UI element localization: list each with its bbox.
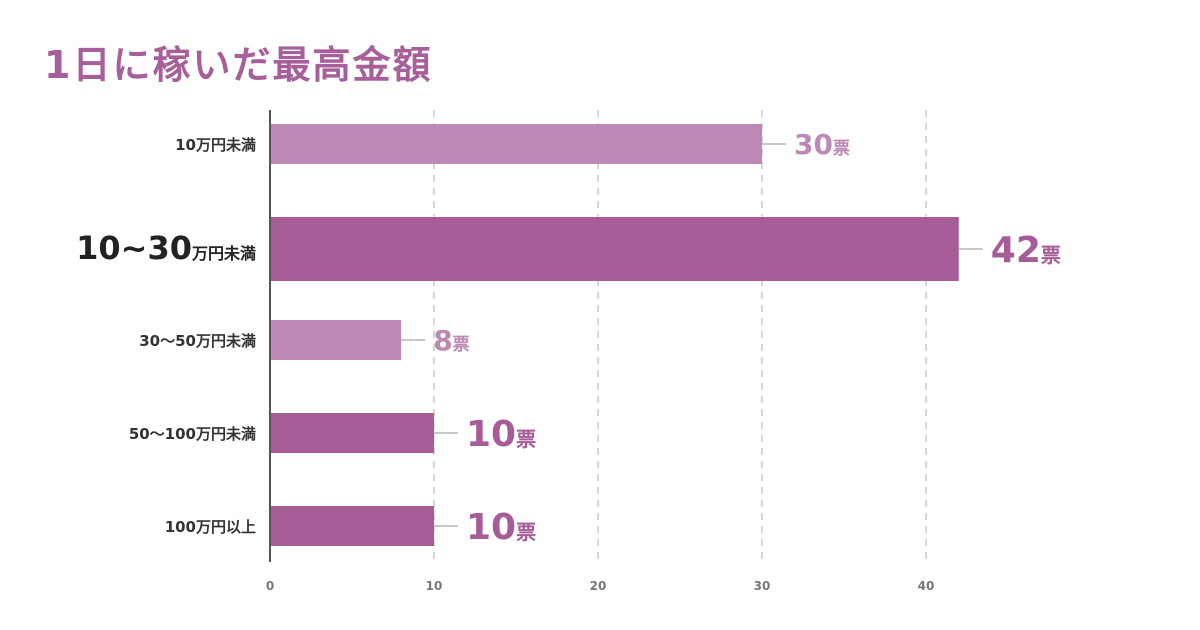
bar bbox=[270, 217, 959, 281]
x-tick-label: 20 bbox=[590, 579, 607, 593]
bar bbox=[270, 506, 434, 546]
category-label: 50〜100万円未満 bbox=[129, 425, 256, 443]
bar bbox=[270, 124, 762, 164]
value-label: 30票 bbox=[794, 128, 850, 161]
value-label: 8票 bbox=[433, 324, 469, 357]
category-label: 100万円以上 bbox=[165, 518, 256, 536]
x-tick-label: 10 bbox=[426, 579, 443, 593]
x-tick-label: 40 bbox=[918, 579, 935, 593]
category-label: 30〜50万円未満 bbox=[139, 332, 256, 350]
category-label: 10万円未満 bbox=[175, 136, 256, 154]
chart-title: 1日に稼いだ最高金額 bbox=[44, 43, 433, 87]
category-label: 10~30万円未満 bbox=[76, 229, 256, 267]
value-label: 42票 bbox=[991, 230, 1061, 271]
x-tick-label: 30 bbox=[754, 579, 771, 593]
bar bbox=[270, 413, 434, 453]
value-label: 10票 bbox=[466, 507, 536, 548]
value-label: 10票 bbox=[466, 414, 536, 455]
bar bbox=[270, 320, 402, 360]
x-tick-label: 0 bbox=[266, 579, 274, 593]
